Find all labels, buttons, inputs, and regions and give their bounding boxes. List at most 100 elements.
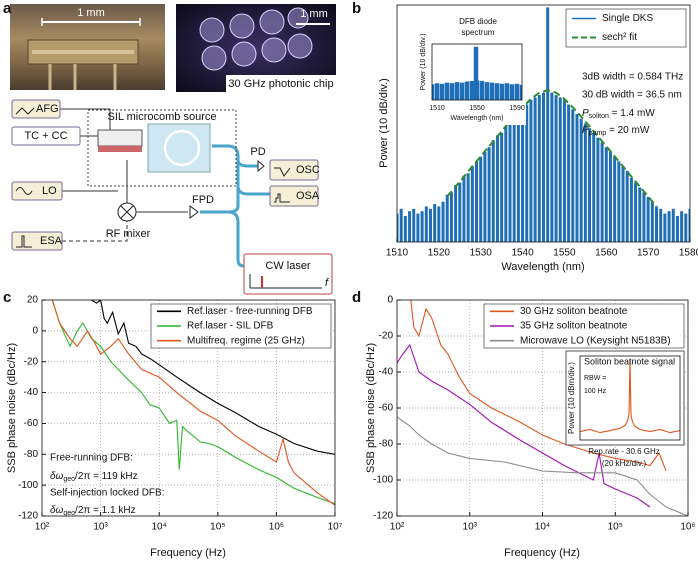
spectrum-line [613, 156, 617, 242]
spectrum-line [489, 82, 495, 100]
spectrum-line [484, 82, 490, 100]
x-axis-label: Frequency (Hz) [150, 547, 226, 559]
series-line [580, 359, 680, 434]
schematic-labels: AFG TC + CC SIL microcomb source PD OSC … [24, 103, 329, 289]
y-tick-label: -120 [18, 511, 38, 522]
y-tick-label: 20 [27, 295, 39, 306]
block-label: ESA [40, 235, 63, 247]
x-tick-label: 1550 [469, 105, 485, 112]
series-line [51, 300, 335, 505]
spectrum-line [512, 116, 516, 242]
annotation: 100 Hz [584, 388, 607, 395]
series-line [446, 89, 658, 208]
block-label: PD [250, 146, 265, 158]
annotation: Free-running DFB: [50, 453, 133, 464]
spectrum-line [675, 215, 679, 242]
x-tick-label: 10³ [93, 522, 108, 533]
spectrum-line [642, 192, 646, 242]
y-tick-label: -100 [373, 475, 393, 486]
chart-title: DFB diode [459, 17, 497, 26]
inset-background [412, 12, 526, 125]
legend-label: Ref.laser - SIL DFB [187, 321, 274, 332]
y-axis-label: Power (10 dB/div.) [420, 33, 427, 90]
spectrum-line [473, 46, 479, 100]
spectrum-line [575, 114, 579, 242]
y-tick-label: -40 [379, 367, 394, 378]
spectrum-line [500, 132, 504, 242]
block-label: AFG [36, 103, 59, 115]
spectrum-line [525, 104, 529, 242]
spectrum-line [529, 99, 533, 242]
spectrum-line [397, 213, 399, 242]
spectrum-line [466, 173, 470, 242]
annotation: RBW = [584, 375, 606, 382]
spectrum-line [542, 92, 545, 242]
spectrum-line [408, 211, 412, 242]
spectrum-line [509, 84, 515, 100]
x-axis-note: (20 kHz/div.) [602, 459, 647, 468]
spectrum-line [479, 156, 483, 242]
spectrum-line [445, 194, 449, 242]
spectrum-line [655, 206, 659, 242]
spectrum-line [659, 208, 663, 242]
panel-label: c [3, 289, 11, 306]
x-tick-label: 10⁵ [608, 522, 623, 533]
spectrum-line [537, 95, 541, 242]
spectrum-line [600, 142, 604, 242]
spectrum-line [439, 83, 445, 100]
spectrum-line [533, 97, 537, 242]
y-tick-label: -20 [379, 331, 394, 342]
panel-label: a [3, 0, 12, 17]
plot-frame [579, 355, 681, 441]
spectrum-line [680, 211, 684, 242]
spectrum-line [449, 192, 453, 242]
x-tick-label: 10⁴ [151, 522, 166, 533]
spectrum-line [571, 109, 575, 242]
x-tick-label: 10⁵ [210, 522, 225, 533]
spectrum-line [441, 201, 445, 242]
y-tick-label: -20 [24, 356, 39, 367]
spectrum-line [567, 104, 571, 242]
x-tick-label: 1560 [595, 248, 618, 259]
x-tick-label: 1590 [509, 105, 525, 112]
x-tick-label: 1520 [428, 248, 451, 259]
chip-caption: 30 GHz photonic chip [228, 78, 333, 90]
plot-frame [431, 43, 523, 101]
spectrum-line [634, 182, 638, 242]
spectrum-line [458, 182, 462, 242]
y-tick-label: -80 [24, 449, 39, 460]
y-tick-label: -60 [379, 403, 394, 414]
x-tick-label: 1510 [386, 248, 409, 259]
block-label: OSC [296, 164, 320, 176]
spectrum-line [579, 118, 583, 242]
annotation-symbol: P [582, 108, 589, 119]
spectrum-line [558, 97, 562, 242]
x-axis-label: Rep.rate - 30.6 GHz [588, 447, 660, 456]
block-label: LO [42, 185, 57, 197]
y-tick-label: -80 [379, 439, 394, 450]
spectrum-line [588, 128, 592, 242]
x-tick-label: 1540 [511, 248, 534, 259]
spectrum-line [437, 206, 441, 242]
spectrum-line [508, 123, 512, 242]
photo-device: 1 mm [10, 4, 165, 90]
spectrum-line [629, 178, 633, 242]
spectrum-line [554, 95, 558, 242]
spectrum-line [432, 84, 435, 100]
spectrum-line [546, 7, 550, 242]
spectrum-line [459, 82, 465, 100]
y-axis-label: Power (10 dB/div.) [378, 78, 390, 168]
annotation: Ppump = 20 mW [582, 125, 650, 137]
spectrum-line [424, 206, 428, 242]
block-label: FPD [192, 194, 214, 206]
spectrum-line [514, 83, 520, 100]
spectrum-line [516, 114, 520, 242]
spectrum-line [412, 208, 416, 242]
series-line [51, 300, 335, 506]
annotation-symbol: δω [50, 505, 64, 516]
spectrum-line [433, 204, 437, 242]
y-tick-label: -120 [373, 511, 393, 522]
annotation-text: = 1.4 mW [609, 108, 655, 119]
spectrum-line [638, 187, 642, 242]
